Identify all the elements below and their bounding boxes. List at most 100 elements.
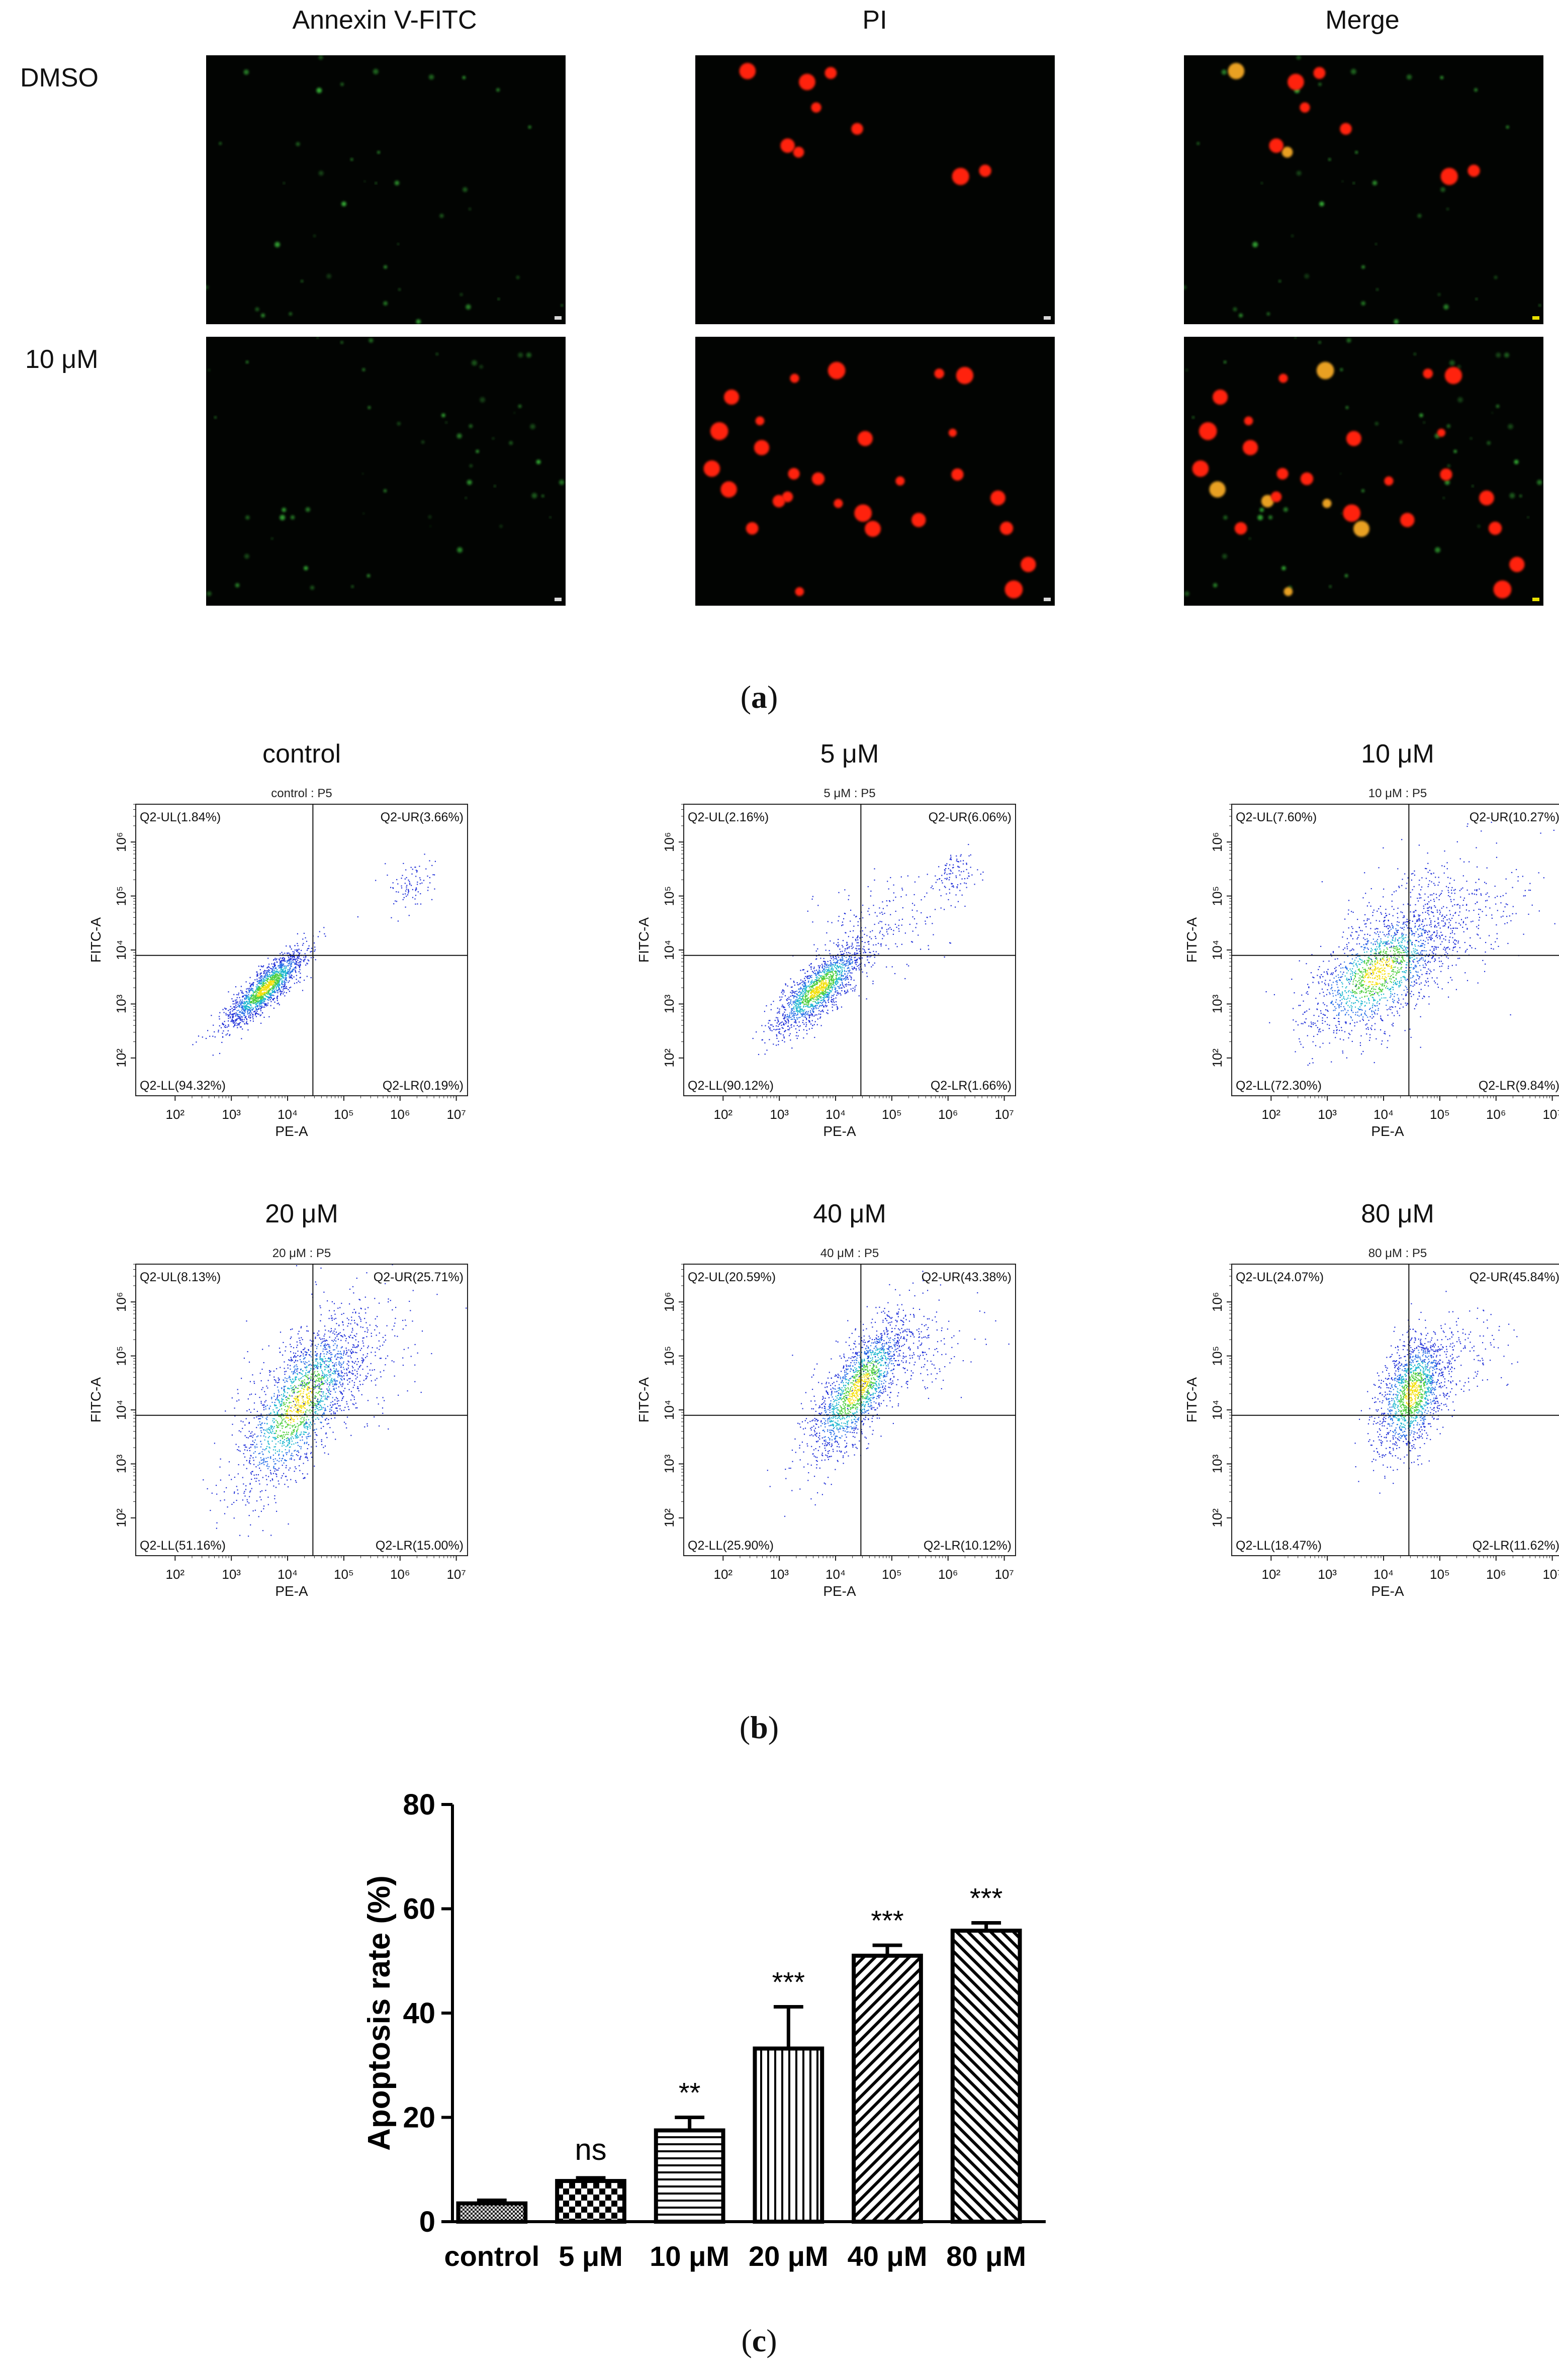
green-cell	[207, 591, 212, 596]
plot-frame	[683, 1264, 1016, 1556]
green-cell	[373, 68, 379, 74]
y-tick-label: 10⁵	[1210, 1346, 1225, 1366]
flow-plot-title: 80 μM	[1361, 1199, 1434, 1228]
x-tick-label: 10⁷	[1542, 1107, 1559, 1122]
green-cell	[1223, 515, 1228, 520]
x-tick-label: 10⁷	[446, 1567, 466, 1582]
x-tick-label: 10⁵	[334, 1567, 354, 1582]
y-tick-label: 10³	[1210, 1454, 1225, 1473]
green-cell	[492, 437, 495, 440]
scatter-points	[752, 844, 984, 1055]
red-cell	[788, 467, 800, 480]
red-cell	[1437, 428, 1446, 437]
green-cell	[377, 151, 380, 154]
bar-3	[753, 2046, 824, 2224]
quadrant-label-ur: Q2-UR(10.27%)	[1470, 810, 1559, 824]
green-cell	[1342, 180, 1344, 182]
y-tick-label: 10⁶	[1210, 832, 1225, 852]
red-cell	[811, 102, 821, 113]
red-cell	[793, 146, 804, 158]
green-cell	[341, 201, 346, 207]
red-cell	[754, 440, 770, 455]
flow-plot-subtitle: 5 μM : P5	[823, 787, 875, 800]
red-cell	[951, 468, 964, 481]
red-cell	[1234, 522, 1247, 535]
y-tick-label: 10⁶	[662, 832, 677, 852]
micrograph-10um-annexin	[206, 337, 566, 606]
green-cell	[1361, 489, 1365, 493]
green-cell	[436, 353, 438, 355]
scale-bar	[555, 316, 562, 320]
red-cell	[1004, 580, 1023, 599]
red-cell	[1488, 521, 1502, 535]
green-cell	[460, 293, 463, 296]
significance-label-1: ns	[575, 2133, 606, 2166]
green-cell	[282, 507, 287, 512]
green-cell	[1261, 182, 1263, 184]
green-cell	[1222, 553, 1227, 559]
quadrant-label-ur: Q2-UR(6.06%)	[929, 810, 1012, 824]
red-cell	[1343, 504, 1361, 522]
green-cell	[384, 265, 387, 269]
y-tick-label: 10⁶	[114, 1292, 129, 1312]
green-cell	[1519, 495, 1522, 498]
quadrant-label-lr: Q2-LR(9.84%)	[1479, 1079, 1559, 1093]
green-cell	[1417, 214, 1422, 218]
x-tick-label: 10⁴	[278, 1107, 298, 1122]
category-label-0: control	[444, 2240, 539, 2272]
green-cell	[1283, 507, 1289, 512]
x-tick-label: 10³	[770, 1567, 789, 1582]
green-cell	[318, 55, 323, 60]
x-tick-label: 10⁴	[1373, 1567, 1394, 1582]
red-cell	[851, 123, 863, 135]
green-cell	[1304, 273, 1310, 279]
red-cell	[834, 499, 843, 508]
red-cell	[1509, 556, 1525, 573]
green-cell	[1268, 515, 1273, 520]
x-tick-label: 10⁵	[334, 1107, 354, 1122]
y-tick-label: 10⁵	[662, 1346, 677, 1366]
row-header-dmso: DMSO	[20, 63, 99, 92]
green-cell	[1537, 480, 1542, 485]
green-cell	[1508, 424, 1513, 429]
green-cell	[290, 515, 295, 520]
scale-bar	[1044, 598, 1051, 601]
green-cell	[1447, 464, 1450, 467]
x-tick-label: 10³	[222, 1567, 241, 1582]
green-cell	[497, 298, 500, 300]
green-cell	[1506, 125, 1509, 129]
green-cell	[1318, 82, 1322, 86]
green-cell	[1394, 319, 1399, 324]
x-tick-label: 10⁵	[1430, 1567, 1450, 1582]
green-cell	[518, 404, 522, 408]
green-cell	[1185, 368, 1188, 371]
quadrant-label-ll: Q2-LL(18.47%)	[1236, 1539, 1322, 1553]
green-cell	[1538, 304, 1541, 307]
red-cell	[1479, 490, 1494, 506]
green-cell	[513, 412, 516, 414]
green-cell	[208, 368, 210, 371]
green-cell	[214, 416, 217, 419]
green-cell	[1444, 480, 1450, 485]
quadrant-label-ll: Q2-LL(94.32%)	[140, 1079, 226, 1093]
scatter-points	[192, 853, 436, 1056]
row-header-10um: 10 μM	[25, 345, 99, 374]
x-tick-label: 10⁵	[1430, 1107, 1450, 1122]
green-cell	[383, 301, 388, 306]
y-tick-label: 10²	[1210, 1049, 1225, 1068]
flow-plot-title: 5 μM	[820, 739, 879, 769]
green-cell	[1252, 242, 1258, 248]
green-cell	[310, 586, 315, 590]
red-cell	[1283, 587, 1293, 596]
red-cell	[1278, 373, 1288, 383]
red-cell	[1346, 431, 1361, 446]
x-axis-label: PE-A	[823, 1123, 856, 1139]
green-cell	[541, 495, 544, 498]
y-tick-label: 10⁵	[114, 886, 129, 906]
apoptosis-bar-chart: 0 20 40 60 80 Apoptosis rate (%) control ns 5 μM…	[352, 1784, 1106, 2297]
green-cell	[428, 515, 432, 519]
red-cell	[1228, 63, 1245, 79]
green-cell	[469, 464, 473, 467]
quadrant-label-ll: Q2-LL(51.16%)	[140, 1539, 226, 1553]
green-cell	[479, 364, 483, 369]
